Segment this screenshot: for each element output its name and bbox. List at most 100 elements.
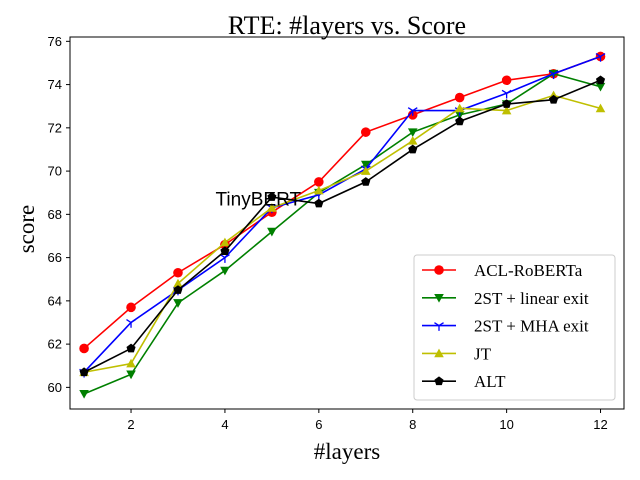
data-point	[173, 278, 183, 288]
data-point	[314, 177, 324, 187]
legend-label: ACL-RoBERTa	[474, 261, 583, 280]
data-point	[454, 103, 465, 113]
data-point	[502, 99, 512, 108]
x-tick-label: 10	[499, 417, 513, 432]
data-point	[173, 285, 183, 294]
legend-marker	[434, 322, 444, 331]
legend: ACL-RoBERTa 2ST + linear exit 2ST + MHA ex…	[413, 254, 616, 401]
y-axis-label: score	[14, 205, 39, 254]
data-point	[595, 82, 606, 92]
marker-arm	[407, 107, 414, 112]
legend-item: 2ST + linear exit	[422, 289, 589, 308]
marker-arm	[506, 89, 512, 94]
data-point	[267, 227, 277, 237]
data-point	[360, 127, 371, 137]
x-tick-label: 4	[221, 417, 228, 432]
marker-arm	[434, 322, 440, 327]
data-point	[173, 267, 183, 278]
series-line	[83, 79, 601, 373]
marker-arm	[126, 319, 132, 324]
legend-marker	[434, 348, 444, 358]
x-tick-label: 6	[315, 417, 322, 432]
data-point	[220, 237, 230, 247]
data-point	[79, 390, 89, 399]
legend-label: 2ST + linear exit	[474, 289, 589, 308]
x-axis-label: #layers	[314, 439, 380, 464]
annotation-label: TinyBERT	[216, 190, 302, 211]
legend-item: ACL-RoBERTa	[422, 261, 583, 280]
data-point	[314, 198, 324, 208]
marker-arm	[553, 70, 559, 75]
data-point	[314, 185, 324, 195]
marker-arm	[600, 53, 606, 58]
y-tick-label: 68	[48, 207, 62, 222]
data-point	[407, 128, 418, 137]
series-line	[83, 94, 601, 374]
y-tick-label: 76	[48, 34, 62, 49]
marker-arm	[501, 89, 507, 94]
data-point	[126, 358, 136, 368]
data-point	[501, 105, 512, 115]
data-point	[220, 266, 230, 276]
data-point	[79, 367, 89, 377]
legend-box	[413, 254, 616, 401]
data-point	[408, 144, 418, 154]
legend-item: JT	[422, 344, 492, 363]
y-tick-label: 62	[48, 337, 62, 352]
data-point	[501, 89, 512, 99]
legend-label: ALT	[474, 372, 506, 391]
series-line	[83, 72, 601, 395]
data-point	[454, 92, 465, 103]
legend-label: 2ST + MHA exit	[474, 317, 589, 336]
data-point	[595, 75, 606, 85]
y-axis: 60 62 64 66 68 70 72 74 76	[48, 34, 70, 395]
data-point	[501, 75, 512, 86]
series-acl-roberta	[79, 51, 606, 354]
data-point	[126, 302, 136, 313]
series-line	[83, 55, 601, 350]
plot-area: TinyBERT	[79, 51, 606, 399]
legend-item: 2ST + MHA exit	[422, 317, 589, 336]
data-point	[407, 136, 418, 145]
y-tick-label: 74	[48, 77, 62, 92]
legend-marker	[434, 293, 444, 303]
x-tick-label: 2	[127, 417, 134, 432]
marker-arm	[130, 319, 136, 324]
data-point	[361, 177, 371, 186]
y-tick-label: 70	[48, 164, 62, 179]
marker-arm	[224, 254, 230, 259]
data-point	[455, 116, 465, 126]
legend-label: JT	[474, 344, 492, 363]
data-point	[79, 343, 89, 354]
data-point	[360, 166, 371, 175]
x-tick-label: 8	[409, 417, 416, 432]
marker-arm	[412, 107, 418, 112]
data-point	[595, 53, 606, 62]
data-point	[360, 160, 371, 170]
data-point	[548, 70, 559, 80]
series-alt	[79, 75, 606, 377]
legend-item: ALT	[422, 372, 506, 391]
plot-frame	[69, 36, 625, 410]
data-point	[267, 192, 277, 201]
marker-arm	[595, 53, 601, 58]
marker-arm	[548, 70, 554, 75]
data-point	[595, 103, 606, 113]
data-point	[267, 203, 277, 212]
legend-marker	[434, 265, 444, 275]
data-point	[407, 107, 418, 116]
x-axis: 2 4 6 8 10 12	[127, 409, 608, 432]
y-tick-label: 66	[48, 250, 62, 265]
data-point	[126, 370, 136, 380]
data-point	[126, 319, 136, 328]
chart-title: RTE: #layers vs. Score	[228, 11, 466, 40]
x-tick-label: 12	[593, 417, 607, 432]
data-point	[549, 94, 559, 104]
data-point	[220, 254, 230, 263]
data-point	[220, 246, 230, 255]
marker-arm	[438, 322, 444, 327]
data-point	[126, 343, 136, 353]
y-tick-label: 64	[48, 293, 62, 308]
legend-marker	[434, 376, 444, 386]
